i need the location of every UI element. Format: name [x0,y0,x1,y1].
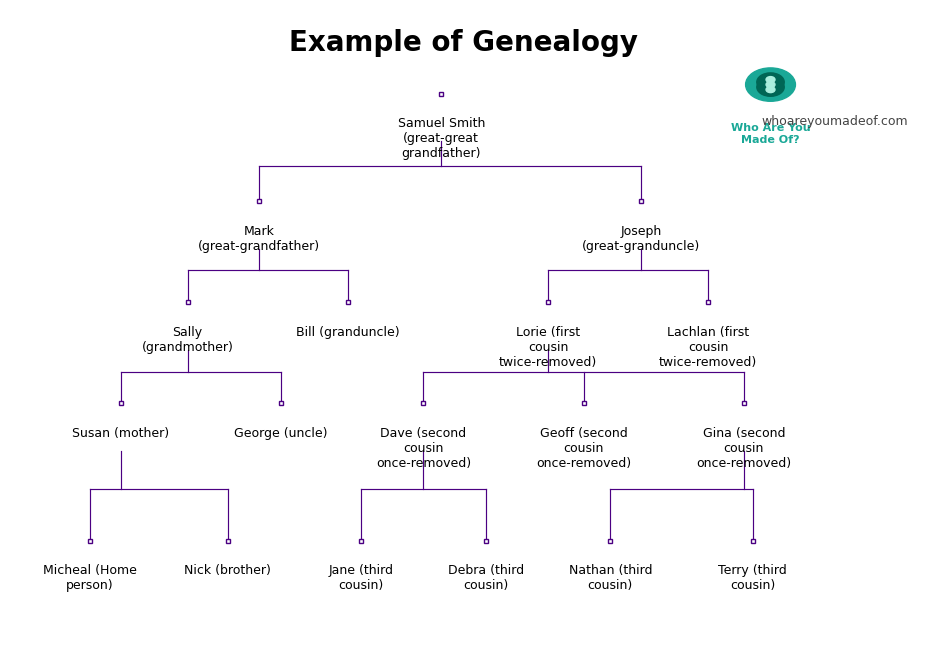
Text: Nathan (third
cousin): Nathan (third cousin) [568,565,652,592]
Text: Mark
(great-grandfather): Mark (great-grandfather) [197,225,320,253]
Text: Susan (mother): Susan (mother) [72,427,170,440]
Circle shape [745,68,795,102]
Text: Gina (second
cousin
once-removed): Gina (second cousin once-removed) [696,427,792,470]
Circle shape [766,77,775,83]
Text: Nick (brother): Nick (brother) [184,565,271,578]
Text: Dave (second
cousin
once-removed): Dave (second cousin once-removed) [375,427,471,470]
Text: Micheal (Home
person): Micheal (Home person) [43,565,136,592]
Text: Debra (third
cousin): Debra (third cousin) [448,565,524,592]
Circle shape [756,78,784,96]
Text: Bill (granduncle): Bill (granduncle) [296,326,400,339]
Text: whoareyoumadeof.com: whoareyoumadeof.com [762,115,908,128]
Text: Sally
(grandmother): Sally (grandmother) [142,326,234,354]
Text: Geoff (second
cousin
once-removed): Geoff (second cousin once-removed) [536,427,631,470]
Circle shape [766,82,775,88]
Circle shape [766,86,775,92]
Text: Joseph
(great-granduncle): Joseph (great-granduncle) [582,225,701,253]
Text: Example of Genealogy: Example of Genealogy [289,29,638,58]
Text: Jane (third
cousin): Jane (third cousin) [329,565,394,592]
Text: George (uncle): George (uncle) [235,427,328,440]
Text: Who Are You
Made Of?: Who Are You Made Of? [730,123,810,145]
Text: Lachlan (first
cousin
twice-removed): Lachlan (first cousin twice-removed) [659,326,757,369]
Text: Terry (third
cousin): Terry (third cousin) [718,565,787,592]
Text: Samuel Smith
(great-great
grandfather): Samuel Smith (great-great grandfather) [398,117,485,160]
Text: Lorie (first
cousin
twice-removed): Lorie (first cousin twice-removed) [499,326,597,369]
Circle shape [756,73,784,91]
